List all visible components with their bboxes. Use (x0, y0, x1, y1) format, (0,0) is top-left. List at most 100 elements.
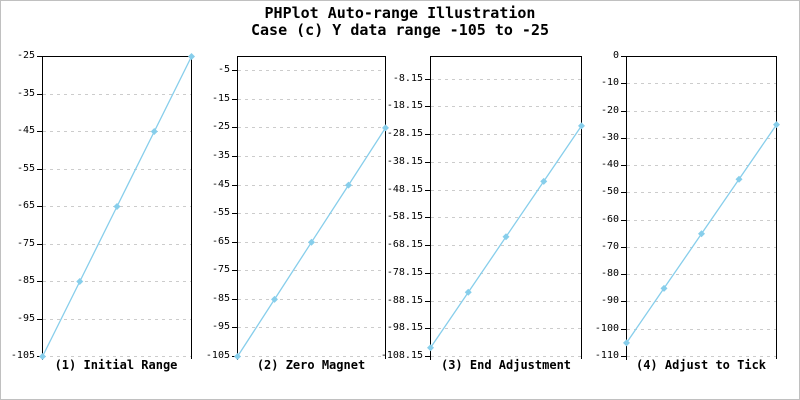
y-tick-label: -98.15 (386, 322, 423, 333)
y-tick-mark (37, 356, 42, 357)
y-tick-label: -85 (16, 275, 35, 286)
data-point-marker (188, 53, 195, 60)
y-tick-mark (37, 244, 42, 245)
y-tick-label: -75 (211, 264, 230, 275)
y-tick-mark (37, 319, 42, 320)
y-tick-mark (425, 106, 430, 107)
y-tick-mark (37, 131, 42, 132)
y-tick-mark (425, 79, 430, 80)
y-gridline (431, 356, 581, 357)
y-tick-label: -70 (600, 241, 619, 252)
y-tick-label: -30 (600, 132, 619, 143)
data-series-line (41, 56, 193, 357)
y-tick-label: -85 (211, 293, 230, 304)
y-tick-label: -58.15 (386, 211, 423, 222)
y-tick-mark (232, 70, 237, 71)
data-point-marker (660, 284, 668, 292)
y-tick-mark (621, 165, 626, 166)
y-tick-label: -45 (16, 125, 35, 136)
y-tick-mark (621, 138, 626, 139)
y-tick-label: -45 (211, 179, 230, 190)
data-series-plot (623, 121, 780, 347)
y-gridline (431, 273, 581, 274)
x-axis-title-panel-4: (4) Adjust to Tick (635, 358, 767, 372)
plot-area-border (42, 56, 192, 357)
y-gridline (627, 247, 776, 248)
y-tick-label: -88.15 (386, 295, 423, 306)
y-tick-label: -100 (594, 323, 619, 334)
y-tick-mark (621, 356, 626, 357)
y-tick-mark (425, 301, 430, 302)
plot-area-border (237, 56, 386, 357)
y-gridline (627, 165, 776, 166)
y-tick-mark (621, 83, 626, 84)
y-tick-label: -35 (16, 88, 35, 99)
y-tick-label: -25 (211, 121, 230, 132)
data-point-marker (623, 339, 630, 347)
y-tick-mark (621, 192, 626, 193)
y-tick-label: -55 (16, 163, 35, 174)
y-tick-mark (37, 56, 42, 57)
y-gridline (43, 319, 191, 320)
data-point-marker (308, 238, 315, 246)
y-tick-label: -48.15 (386, 184, 423, 195)
y-tick-label: -38.15 (386, 156, 423, 167)
y-gridline (431, 301, 581, 302)
y-gridline (627, 138, 776, 139)
y-tick-label: -68.15 (386, 239, 423, 250)
y-tick-mark (232, 127, 237, 128)
data-point-marker (150, 128, 158, 135)
y-gridline (43, 131, 191, 132)
y-gridline (431, 190, 581, 191)
y-gridline (43, 244, 191, 245)
y-gridline (431, 79, 581, 80)
y-gridline (431, 134, 581, 135)
y-tick-mark (621, 247, 626, 248)
y-gridline (431, 328, 581, 329)
y-tick-label: -80 (600, 268, 619, 279)
y-tick-label: 0 (612, 50, 619, 61)
data-point-marker (540, 177, 548, 185)
y-tick-label: -25 (16, 50, 35, 61)
chart-title: PHPlot Auto-range Illustration (264, 4, 536, 22)
chart-subtitle: Case (c) Y data range -105 to -25 (250, 21, 549, 39)
y-tick-label: -55 (211, 207, 230, 218)
y-tick-label: -65 (211, 236, 230, 247)
y-gridline (238, 156, 385, 157)
y-gridline (627, 356, 776, 357)
y-gridline (627, 301, 776, 302)
y-tick-mark (232, 242, 237, 243)
y-tick-label: -18.15 (386, 100, 423, 111)
y-tick-label: -60 (600, 214, 619, 225)
y-tick-mark (621, 301, 626, 302)
y-tick-mark (232, 270, 237, 271)
y-tick-mark (621, 274, 626, 275)
data-point-marker (345, 181, 352, 189)
y-gridline (238, 127, 385, 128)
plot-area-border (626, 56, 777, 357)
y-gridline (238, 70, 385, 71)
y-tick-label: -90 (600, 295, 619, 306)
y-tick-mark (232, 156, 237, 157)
y-tick-label: -95 (211, 321, 230, 332)
data-series-plot (234, 124, 389, 360)
x-axis-title-panel-3: (3) End Adjustment (440, 358, 572, 372)
y-tick-label: -75 (16, 238, 35, 249)
y-tick-label: -50 (600, 186, 619, 197)
y-gridline (431, 162, 581, 163)
y-tick-mark (425, 217, 430, 218)
y-tick-mark (232, 213, 237, 214)
y-gridline (627, 329, 776, 330)
y-gridline (431, 245, 581, 246)
data-point-marker (427, 344, 434, 352)
y-gridline (627, 220, 776, 221)
y-gridline (238, 185, 385, 186)
data-point-marker (502, 233, 510, 241)
y-gridline (43, 356, 191, 357)
y-gridline (627, 111, 776, 112)
y-tick-mark (425, 134, 430, 135)
y-tick-label: -10 (600, 77, 619, 88)
